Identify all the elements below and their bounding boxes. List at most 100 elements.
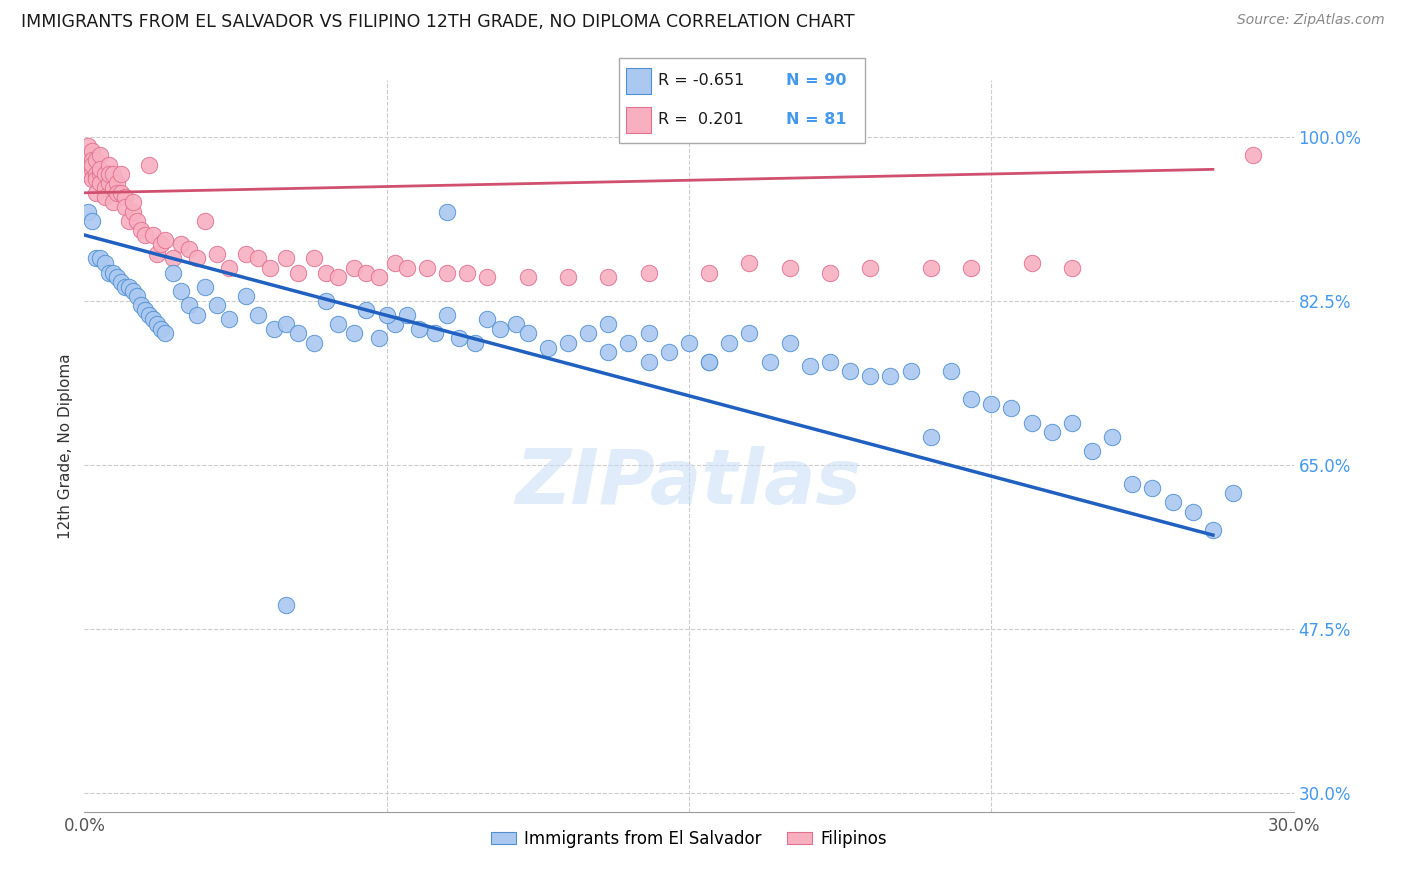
Point	[89, 167, 111, 181]
Point	[82, 171, 104, 186]
Point	[859, 368, 882, 383]
Point	[114, 190, 136, 204]
Point	[488, 322, 510, 336]
Point	[82, 214, 104, 228]
Point	[315, 266, 337, 280]
Point	[179, 242, 201, 256]
Point	[859, 260, 882, 275]
FancyBboxPatch shape	[626, 68, 651, 94]
Point	[477, 270, 499, 285]
Point	[82, 162, 104, 177]
Point	[86, 186, 108, 200]
Point	[77, 139, 100, 153]
Point	[105, 186, 128, 200]
Point	[129, 223, 152, 237]
Point	[118, 214, 141, 228]
Point	[1060, 260, 1083, 275]
Point	[423, 326, 446, 341]
Point	[516, 270, 538, 285]
Point	[637, 266, 659, 280]
Point	[121, 195, 143, 210]
Point	[179, 298, 201, 312]
Point	[697, 354, 720, 368]
Point	[207, 246, 229, 260]
Point	[1161, 495, 1184, 509]
Point	[315, 293, 337, 308]
Text: N = 81: N = 81	[786, 112, 846, 128]
Point	[598, 345, 620, 359]
Point	[537, 341, 560, 355]
Point	[105, 270, 128, 285]
FancyBboxPatch shape	[626, 107, 651, 133]
Point	[86, 252, 108, 266]
Point	[77, 204, 100, 219]
Point	[367, 270, 389, 285]
Point	[449, 331, 471, 345]
Point	[818, 266, 841, 280]
Point	[960, 260, 983, 275]
Point	[464, 335, 486, 350]
Point	[678, 335, 700, 350]
Text: R =  0.201: R = 0.201	[658, 112, 744, 128]
Point	[97, 266, 120, 280]
Point	[1000, 401, 1022, 416]
Point	[920, 429, 942, 443]
Point	[89, 162, 111, 177]
Point	[516, 326, 538, 341]
Point	[97, 158, 120, 172]
Point	[186, 308, 208, 322]
Point	[153, 326, 176, 341]
Point	[920, 260, 942, 275]
Point	[356, 303, 378, 318]
Point	[110, 186, 132, 200]
Point	[287, 266, 309, 280]
Point	[82, 144, 104, 158]
Point	[89, 252, 111, 266]
Point	[114, 200, 136, 214]
Point	[598, 317, 620, 331]
Point	[110, 275, 132, 289]
Point	[77, 148, 100, 162]
Point	[697, 354, 720, 368]
Point	[162, 252, 184, 266]
Point	[718, 335, 741, 350]
Point	[218, 312, 240, 326]
Point	[697, 266, 720, 280]
Point	[86, 153, 108, 167]
Point	[93, 181, 115, 195]
Point	[86, 171, 108, 186]
Point	[149, 237, 172, 252]
Point	[779, 335, 801, 350]
Point	[110, 167, 132, 181]
Point	[576, 326, 599, 341]
Point	[146, 317, 169, 331]
Point	[367, 331, 389, 345]
Point	[939, 364, 962, 378]
Point	[557, 335, 579, 350]
Point	[598, 270, 620, 285]
Point	[101, 181, 124, 195]
Point	[134, 227, 156, 242]
Text: IMMIGRANTS FROM EL SALVADOR VS FILIPINO 12TH GRADE, NO DIPLOMA CORRELATION CHART: IMMIGRANTS FROM EL SALVADOR VS FILIPINO …	[21, 13, 855, 31]
Y-axis label: 12th Grade, No Diploma: 12th Grade, No Diploma	[58, 353, 73, 539]
Point	[86, 167, 108, 181]
Point	[274, 252, 297, 266]
Point	[138, 308, 160, 322]
Point	[1202, 524, 1225, 538]
Point	[395, 260, 418, 275]
Point	[839, 364, 862, 378]
Point	[194, 279, 217, 293]
Point	[799, 359, 821, 374]
Point	[436, 266, 458, 280]
Point	[1040, 425, 1063, 439]
Point	[153, 233, 176, 247]
Point	[246, 252, 269, 266]
Point	[235, 246, 257, 260]
Point	[658, 345, 681, 359]
Point	[960, 392, 983, 406]
Point	[1081, 443, 1104, 458]
Point	[101, 195, 124, 210]
Point	[384, 317, 406, 331]
Point	[93, 256, 115, 270]
Point	[101, 266, 124, 280]
